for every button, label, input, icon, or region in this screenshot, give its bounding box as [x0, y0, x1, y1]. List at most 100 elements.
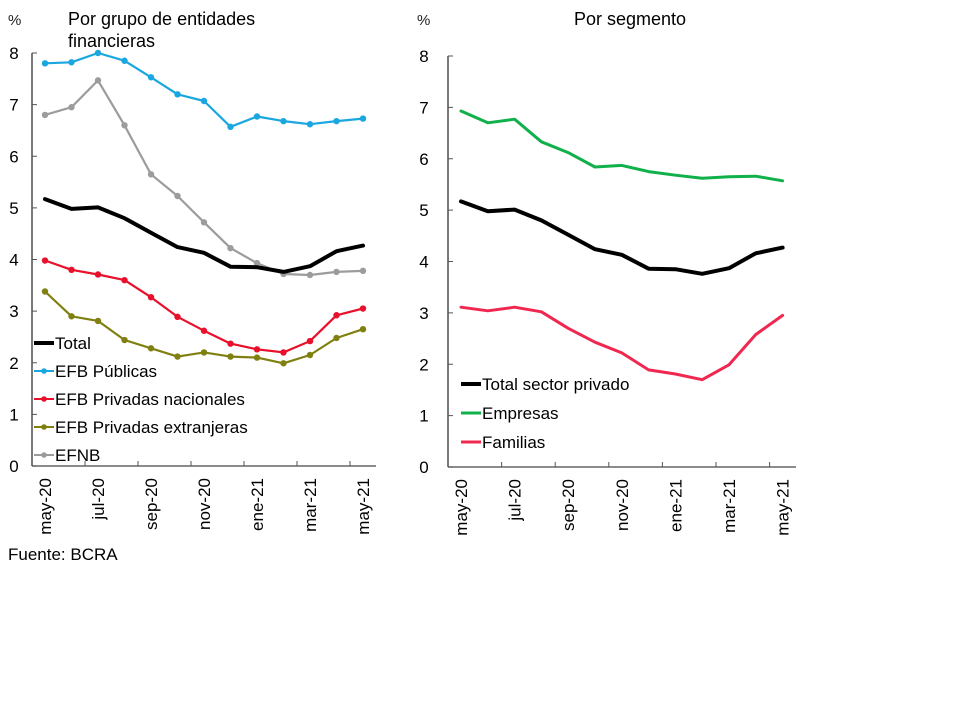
data-point	[227, 123, 234, 131]
data-point	[253, 354, 261, 361]
data-point	[200, 327, 208, 334]
legend-label: EFB Públicas	[55, 362, 157, 381]
data-point	[94, 77, 102, 84]
data-point	[227, 244, 234, 252]
data-point	[200, 349, 208, 356]
series-total	[43, 197, 365, 274]
right-chart: % Por segmento 0 1 2 3 4 5 6 7 8 may-20 jul-20 sep-20…	[417, 9, 796, 536]
series-line	[43, 79, 365, 277]
x-tick-label: sep-20	[559, 479, 578, 531]
y-tick-label: 5	[9, 199, 18, 218]
legend-label: EFNB	[55, 446, 100, 465]
series-efnb	[41, 77, 367, 279]
y-tick-label: 5	[419, 201, 428, 220]
legend-marker	[41, 424, 47, 430]
data-point	[147, 74, 155, 81]
data-point	[147, 293, 155, 301]
data-point	[68, 104, 75, 111]
chart-title: financieras	[68, 31, 155, 51]
data-point	[174, 313, 181, 321]
series-line	[43, 197, 365, 274]
y-tick-label: 6	[9, 147, 18, 166]
x-tick-label: ene-21	[248, 478, 267, 531]
data-point	[359, 325, 367, 333]
series-line	[459, 109, 785, 183]
x-tick-label: nov-20	[195, 478, 214, 530]
legend-item: Total sector privado	[461, 375, 629, 394]
legend-label: Familias	[482, 433, 545, 452]
legend-marker	[41, 396, 47, 402]
data-point	[280, 349, 287, 356]
series-total-sector-privado	[459, 199, 785, 276]
data-point	[306, 121, 314, 128]
legend: Total sector privado Empresas Familias	[461, 375, 629, 452]
y-tick-label: 2	[9, 354, 18, 373]
data-point	[333, 334, 340, 342]
x-tick-label: may-20	[36, 478, 55, 535]
y-unit-label: %	[417, 12, 430, 29]
data-point	[121, 57, 128, 64]
data-point	[121, 122, 128, 129]
data-point	[121, 276, 128, 284]
legend-label: EFB Privadas nacionales	[55, 390, 245, 409]
data-point	[253, 113, 261, 120]
data-point	[68, 59, 75, 66]
data-point	[333, 117, 340, 125]
chart-title: Por segmento	[574, 9, 686, 29]
data-point	[306, 337, 314, 345]
x-tick-label: mar-21	[720, 479, 739, 533]
data-point	[174, 91, 181, 98]
legend: Total EFB Públicas EFB Privadas nacionales…	[34, 334, 248, 465]
y-tick-label: 4	[419, 253, 428, 272]
y-tick-label: 0	[419, 458, 428, 477]
x-tick-label: may-21	[354, 478, 373, 535]
x-tick-label: may-21	[774, 479, 793, 536]
legend-item: Familias	[461, 433, 545, 452]
legend-item: EFB Privadas extranjeras	[34, 418, 248, 437]
data-point	[68, 313, 75, 320]
series-line	[43, 51, 365, 128]
y-tick-label: 3	[9, 302, 18, 321]
y-tick-label: 2	[419, 355, 428, 374]
x-tick-label: jul-20	[506, 479, 525, 522]
series-efb-públicas	[41, 49, 367, 131]
x-tick-label: sep-20	[142, 478, 161, 530]
data-point	[359, 267, 367, 275]
legend-label: Empresas	[482, 404, 559, 423]
data-point	[253, 259, 261, 267]
legend-item: EFNB	[34, 446, 100, 465]
y-tick-label: 0	[9, 457, 18, 476]
data-point	[41, 111, 49, 119]
legend-label: Total	[55, 334, 91, 353]
legend-label: EFB Privadas extranjeras	[55, 418, 248, 437]
data-point	[227, 353, 234, 360]
legend-item: Empresas	[461, 404, 559, 423]
data-point	[306, 271, 314, 279]
legend-label: Total sector privado	[482, 375, 629, 394]
x-tick-label: nov-20	[613, 479, 632, 531]
data-point	[121, 336, 128, 344]
data-point	[253, 346, 261, 353]
data-point	[41, 288, 49, 295]
data-point	[41, 60, 49, 67]
source-note: Fuente: BCRA	[8, 545, 118, 564]
y-tick-label: 1	[419, 407, 428, 426]
y-tick-label: 7	[419, 98, 428, 117]
x-tick-label: may-20	[452, 479, 471, 536]
y-tick-label: 7	[9, 96, 18, 115]
x-tick-label: jul-20	[89, 478, 108, 521]
chart-title: Por grupo de entidades	[68, 9, 255, 29]
x-tick-label: ene-21	[666, 479, 685, 532]
data-point	[227, 340, 234, 347]
data-point	[68, 266, 75, 274]
data-point	[280, 360, 287, 367]
data-point	[41, 257, 49, 264]
data-point	[147, 171, 155, 178]
data-point	[147, 345, 155, 352]
data-point	[94, 271, 102, 278]
legend-item: Total	[34, 334, 91, 353]
series-line	[459, 199, 785, 276]
y-tick-label: 3	[419, 304, 428, 323]
legend-item: EFB Públicas	[34, 362, 157, 381]
